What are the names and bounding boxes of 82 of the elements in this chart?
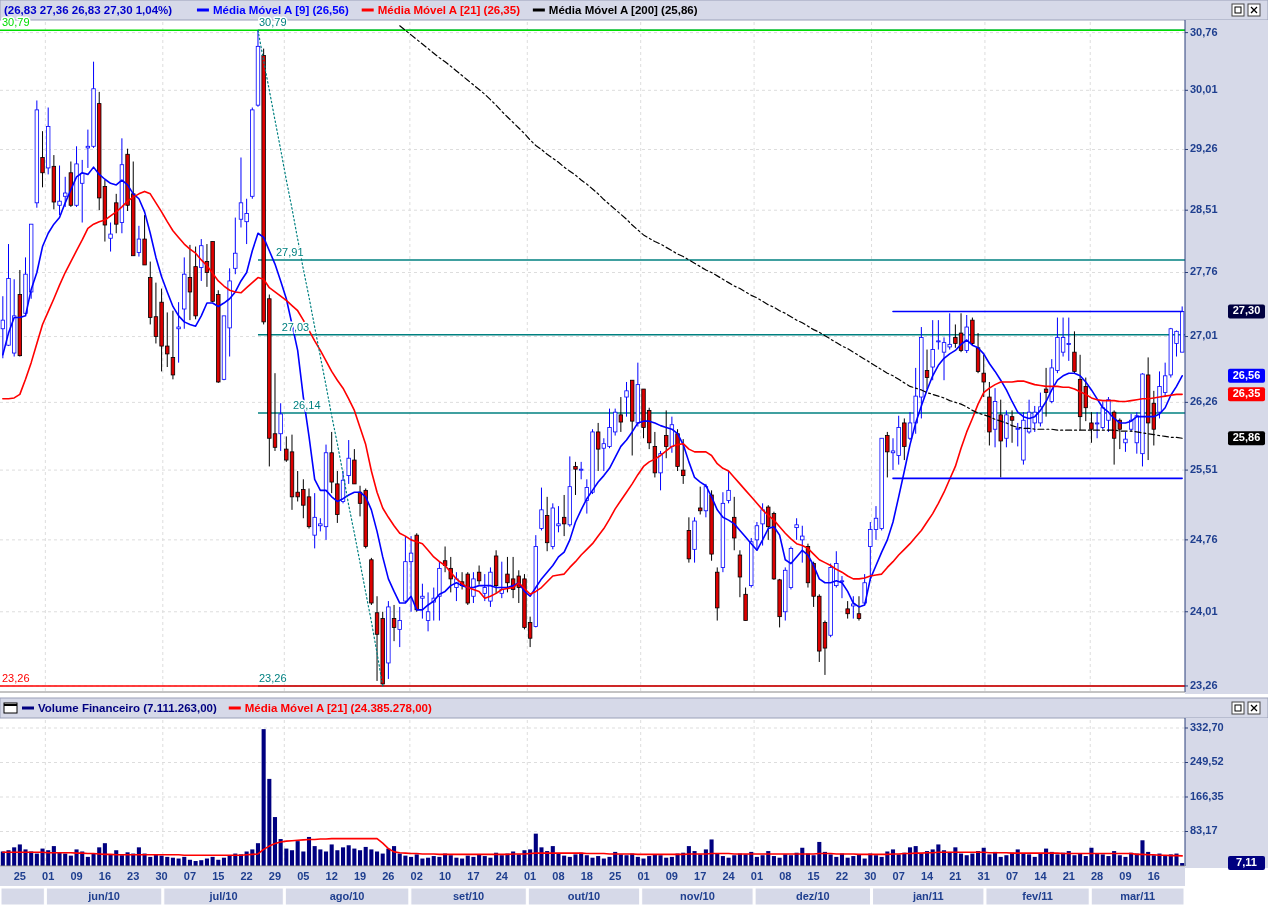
y-tick-label: 30,76 (1190, 25, 1218, 38)
x-tick-label: 07 (183, 869, 197, 882)
x-tick-label: 25 (609, 869, 622, 882)
text: nov/10 (679, 889, 715, 902)
x-tick-label: 18 (580, 869, 593, 882)
ref-line-label: 30,79 (258, 16, 287, 29)
text: jun/10 (87, 889, 120, 902)
x-tick-label: 30 (864, 869, 877, 882)
text: set/10 (452, 889, 485, 902)
y-tick-label: 28,51 (1190, 203, 1218, 216)
text: jan/11 (911, 889, 944, 902)
legend-label: Média Móvel A [9] (26,56) (212, 4, 350, 16)
x-tick-label: 02 (410, 869, 423, 882)
x-tick-label: 10 (438, 869, 452, 882)
x-tick-label: 25 (13, 869, 26, 882)
text: ago/10 (329, 889, 365, 902)
x-tick-label: 22 (240, 869, 253, 882)
x-tick-label: 14 (920, 869, 935, 882)
x-tick-label: 22 (835, 869, 849, 882)
x-tick-label: 09 (1119, 869, 1132, 882)
x-tick-label: 21 (1062, 869, 1075, 882)
ref-line-label: 30,79 (2, 16, 30, 29)
x-tick-label: 24 (722, 869, 736, 882)
x-tick-label: 19 (353, 869, 367, 882)
y-tick-label: 332,70 (1190, 720, 1224, 733)
chart-title: (26,83 27,36 26,83 27,30 1,04%) (4, 4, 173, 16)
x-tick-label: 08 (552, 869, 565, 882)
x-tick-label: 28 (1090, 869, 1104, 882)
y-tick-label: 249,52 (1190, 755, 1224, 768)
ref-line-label: 23,26 (2, 671, 30, 684)
x-tick-label: 26 (382, 869, 395, 882)
x-tick-label: 01 (524, 869, 537, 882)
y-tick-label: 166,35 (1190, 789, 1224, 802)
x-tick-label: 17 (467, 869, 480, 882)
x-tick-label: 24 (495, 869, 509, 882)
x-tick-label: 08 (779, 869, 792, 882)
text: out/10 (567, 889, 601, 902)
x-tick-label: 01 (42, 869, 55, 882)
text: 26,56 (1232, 368, 1261, 381)
x-tick-label: 07 (1005, 869, 1019, 882)
x-tick-label: 09 (665, 869, 678, 882)
x-tick-label: 14 (1034, 869, 1048, 882)
x-tick-label: 05 (297, 869, 310, 882)
x-tick-label: 07 (892, 869, 905, 882)
text: jul/10 (208, 889, 238, 902)
x-tick-label: 29 (268, 869, 282, 882)
x-tick-label: 09 (70, 869, 83, 882)
text: fev/11 (1022, 889, 1053, 902)
y-tick-label: 24,76 (1190, 532, 1218, 545)
x-tick-label: 17 (694, 869, 707, 882)
x-tick-label: 30 (155, 869, 168, 882)
legend-label: Média Móvel A [200] (25,86) (548, 4, 698, 16)
y-tick-label: 83,17 (1190, 824, 1218, 837)
y-tick-label: 30,01 (1190, 83, 1218, 96)
y-tick-label: 25,51 (1190, 463, 1218, 476)
x-tick-label: 15 (807, 869, 820, 882)
x-tick-label: 01 (637, 869, 650, 882)
legend-label: Volume Financeiro (7.111.263,00) (38, 702, 217, 714)
y-tick-label: 27,76 (1190, 265, 1218, 278)
y-tick-label: 23,26 (1190, 678, 1218, 691)
x-tick-label: 31 (977, 869, 990, 882)
legend-label: Média Móvel A [21] (26,35) (377, 4, 521, 16)
text: 25,86 (1232, 431, 1261, 444)
y-tick-label: 24,01 (1190, 604, 1218, 617)
y-tick-label: 27,01 (1190, 329, 1218, 342)
y-tick-label: 29,26 (1190, 142, 1218, 155)
x-tick-label: 23 (127, 869, 140, 882)
text: 7,11 (1236, 855, 1257, 868)
ref-line-label: 23,26 (258, 671, 287, 684)
legend-label: Média Móvel A [21] (24.385.278,00) (244, 702, 432, 714)
x-tick-label: 12 (325, 869, 338, 882)
y-tick-label: 26,26 (1190, 395, 1218, 408)
text: dez/10 (795, 889, 830, 902)
x-tick-label: 16 (1147, 869, 1160, 882)
x-tick-label: 16 (98, 869, 112, 882)
text: 27,30 (1232, 304, 1261, 317)
x-tick-label: 21 (949, 869, 962, 882)
ref-line-label: 27,91 (275, 245, 304, 258)
x-tick-label: 01 (750, 869, 764, 882)
x-tick-label: 15 (212, 869, 225, 882)
text: 26,35 (1232, 387, 1261, 400)
text: mar/11 (1120, 889, 1156, 902)
